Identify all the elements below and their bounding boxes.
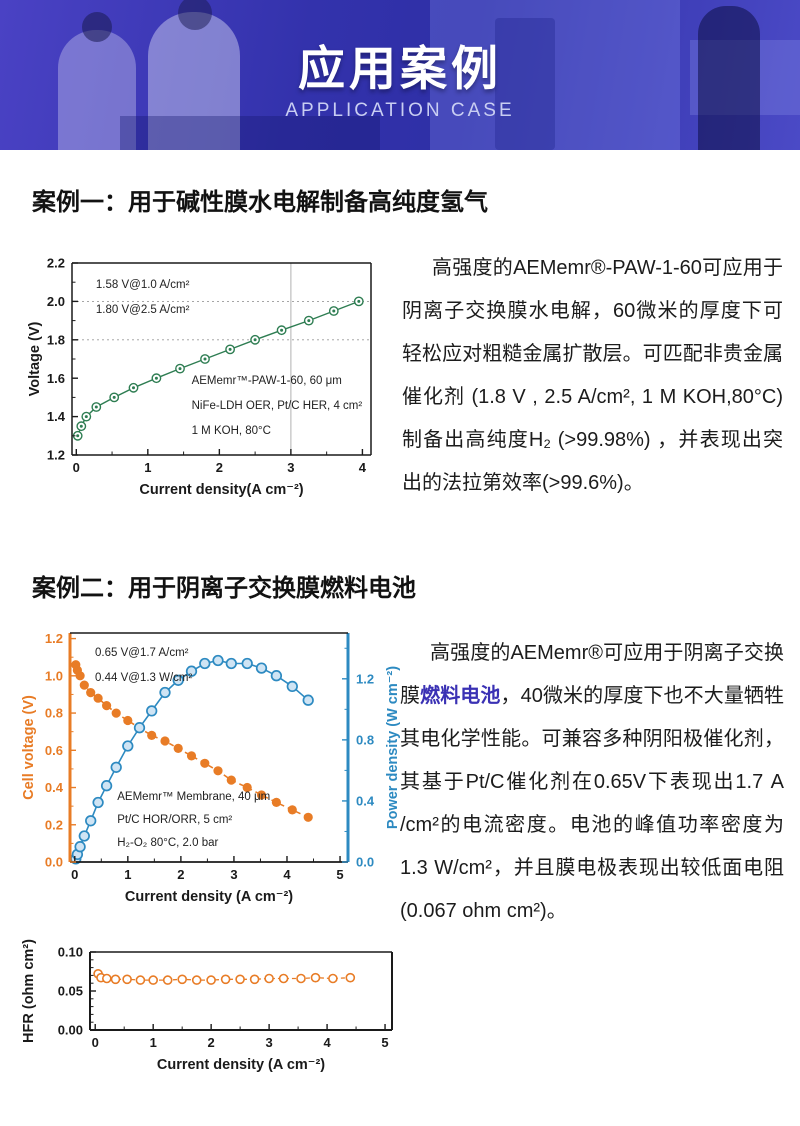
svg-text:1.80 V@2.5 A/cm²: 1.80 V@2.5 A/cm² (96, 304, 190, 316)
case1-paragraph: 高强度的AEMemr®-PAW-1-60可应用于阴离子交换膜水电解，60微米的厚… (402, 257, 783, 494)
svg-text:0.10: 0.10 (58, 945, 83, 960)
svg-text:1 M KOH, 80°C: 1 M KOH, 80°C (192, 425, 271, 437)
case2-text-before: 高强度的AEMemr®可应用于阴离子交换膜 (400, 642, 784, 707)
svg-text:1.8: 1.8 (47, 332, 65, 347)
svg-text:0.0: 0.0 (45, 855, 63, 870)
svg-text:0.65 V@1.7 A/cm²: 0.65 V@1.7 A/cm² (95, 647, 189, 659)
banner-photo-shape (148, 12, 240, 150)
banner-photo-shape (178, 0, 212, 30)
svg-text:2.0: 2.0 (47, 294, 65, 309)
svg-text:0.8: 0.8 (45, 706, 63, 721)
svg-text:3: 3 (230, 867, 237, 882)
svg-text:NiFe-LDH OER, Pt/C HER, 4 cm²: NiFe-LDH OER, Pt/C HER, 4 cm² (192, 400, 363, 412)
svg-text:AEMemr™-PAW-1-60, 60 μm: AEMemr™-PAW-1-60, 60 μm (192, 375, 342, 387)
hfr-chart: 0 1 2 3 4 5 0.00 0.05 0.10 Current density (A cm⁻… (20, 933, 425, 1095)
banner-photo-shape (120, 116, 380, 150)
svg-text:0: 0 (71, 867, 78, 882)
svg-text:2: 2 (208, 1035, 215, 1050)
electrolysis-voltage-chart: 0 1 2 3 4 1.2 1.4 1.6 1.8 2.0 2.2 Current density(A… (26, 250, 378, 508)
svg-text:0.2: 0.2 (45, 817, 63, 832)
case2-heading: 案例二：用于阴离子交换膜燃料电池 (32, 575, 416, 602)
svg-text:1: 1 (124, 867, 131, 882)
svg-text:1.58 V@1.0 A/cm²: 1.58 V@1.0 A/cm² (96, 279, 190, 291)
svg-text:0.0: 0.0 (356, 855, 374, 870)
svg-text:H₂-O₂ 80°C, 2.0 bar: H₂-O₂ 80°C, 2.0 bar (117, 837, 218, 849)
fuel-cell-link[interactable]: 燃料电池 (420, 685, 501, 707)
svg-text:5: 5 (336, 867, 343, 882)
svg-text:1.2: 1.2 (47, 448, 65, 463)
svg-text:0.44 V@1.3 W/cm²: 0.44 V@1.3 W/cm² (95, 672, 192, 684)
fuelcell-polarization-chart: 0 1 2 3 4 5 0.0 0.2 0.4 0.6 0.8 1.0 1.2 0.0 0.4 0.8 1.2 C… (20, 617, 405, 910)
svg-text:3: 3 (265, 1035, 272, 1050)
banner-photo-shape (82, 12, 112, 42)
svg-text:4: 4 (283, 867, 291, 882)
electrolysis-voltage-svg: 0 1 2 3 4 1.2 1.4 1.6 1.8 2.0 2.2 Current density(A… (26, 250, 378, 508)
svg-text:Current density (A cm⁻²): Current density (A cm⁻²) (125, 889, 293, 905)
page-title: 应用案例 (298, 42, 502, 95)
header-banner: 应用案例 APPLICATION CASE (0, 0, 800, 150)
svg-text:1: 1 (144, 460, 151, 475)
svg-text:4: 4 (359, 460, 367, 475)
svg-text:1.0: 1.0 (45, 668, 63, 683)
svg-text:1: 1 (150, 1035, 157, 1050)
svg-text:0.4: 0.4 (45, 780, 64, 795)
svg-text:0: 0 (73, 460, 80, 475)
svg-text:0.4: 0.4 (356, 793, 375, 808)
svg-text:1.4: 1.4 (47, 409, 66, 424)
svg-text:3: 3 (287, 460, 294, 475)
svg-text:Current density(A cm⁻²): Current density(A cm⁻²) (139, 482, 303, 498)
banner-photo-shape (698, 6, 760, 150)
svg-text:HFR (ohm cm²): HFR (ohm cm²) (21, 939, 37, 1043)
case2-paragraph: 高强度的AEMemr®可应用于阴离子交换膜燃料电池，40微米的厚度下也不大量牺牲… (400, 632, 784, 933)
svg-text:2: 2 (177, 867, 184, 882)
svg-text:1.6: 1.6 (47, 371, 65, 386)
banner-photo-shape (58, 30, 136, 150)
banner-photo (0, 0, 800, 150)
hfr-svg: 0 1 2 3 4 5 0.00 0.05 0.10 Current density (A cm⁻… (20, 933, 425, 1095)
svg-text:AEMemr™ Membrane, 40 μm: AEMemr™ Membrane, 40 μm (117, 791, 270, 803)
svg-text:0.00: 0.00 (58, 1023, 83, 1038)
fuelcell-polarization-svg: 0 1 2 3 4 5 0.0 0.2 0.4 0.6 0.8 1.0 1.2 0.0 0.4 0.8 1.2 C… (20, 617, 405, 910)
svg-text:1.2: 1.2 (45, 631, 63, 646)
svg-text:5: 5 (381, 1035, 388, 1050)
svg-text:1.2: 1.2 (356, 671, 374, 686)
svg-text:Power density (W cm⁻²): Power density (W cm⁻²) (385, 666, 401, 829)
page-subtitle: APPLICATION CASE (285, 100, 515, 121)
banner-photo-shape (430, 0, 680, 150)
svg-text:0.8: 0.8 (356, 732, 374, 747)
svg-text:Voltage (V): Voltage (V) (27, 322, 43, 397)
svg-text:0: 0 (92, 1035, 99, 1050)
svg-text:2: 2 (216, 460, 223, 475)
svg-text:Pt/C HOR/ORR, 5 cm²: Pt/C HOR/ORR, 5 cm² (117, 814, 232, 826)
banner-photo-shape (495, 18, 555, 150)
svg-text:0.05: 0.05 (58, 984, 83, 999)
case1-heading: 案例一：用于碱性膜水电解制备高纯度氢气 (32, 189, 488, 216)
svg-text:2.2: 2.2 (47, 256, 65, 271)
svg-text:0.6: 0.6 (45, 743, 63, 758)
svg-text:4: 4 (323, 1035, 331, 1050)
case2-text-after: ，40微米的厚度下也不大量牺牲其电化学性能。可兼容多种阴阳极催化剂，其基于Pt/… (400, 685, 785, 922)
svg-text:Cell voltage (V): Cell voltage (V) (21, 695, 37, 800)
svg-text:Current density (A cm⁻²): Current density (A cm⁻²) (157, 1057, 325, 1073)
